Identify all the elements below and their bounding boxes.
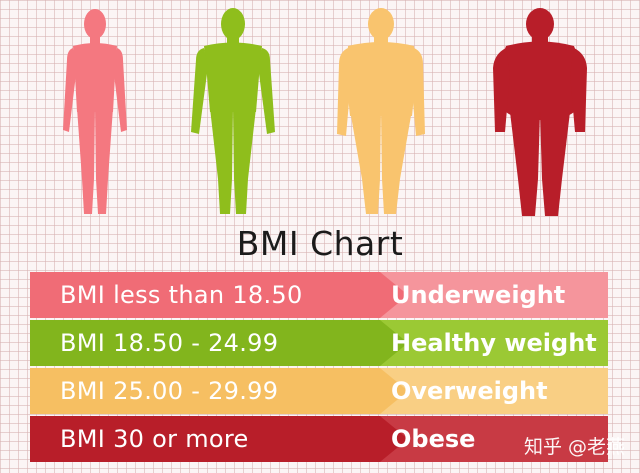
watermark: 知乎 @老燕 <box>524 436 626 458</box>
range-cell <box>30 272 408 318</box>
bmi-row-underweight: BMI less than 18.50 Underweight <box>30 272 608 318</box>
healthy-figure <box>191 8 275 214</box>
bmi-row-overweight: BMI 25.00 - 29.99 Overweight <box>30 368 608 414</box>
range-cell <box>30 320 408 366</box>
bmi-row-healthy: BMI 18.50 - 24.99 Healthy weight <box>30 320 608 366</box>
category-label: Obese <box>391 425 476 453</box>
category-label: Healthy weight <box>391 329 597 357</box>
range-label: BMI 30 or more <box>60 425 249 453</box>
bmi-row-obese: BMI 30 or more Obese <box>30 416 608 462</box>
chart-title: BMI Chart <box>236 224 404 263</box>
obese-figure <box>493 8 587 216</box>
body-figures <box>0 0 640 225</box>
category-label: Underweight <box>391 281 566 309</box>
range-cell <box>30 416 408 462</box>
bmi-table: BMI less than 18.50 Underweight BMI 18.5… <box>30 272 608 464</box>
overweight-figure <box>337 8 425 214</box>
range-label: BMI 18.50 - 24.99 <box>60 329 279 357</box>
range-label: BMI less than 18.50 <box>60 281 303 309</box>
range-cell <box>30 368 408 414</box>
range-label: BMI 25.00 - 29.99 <box>60 377 279 405</box>
underweight-figure <box>63 9 127 214</box>
category-label: Overweight <box>391 377 548 405</box>
